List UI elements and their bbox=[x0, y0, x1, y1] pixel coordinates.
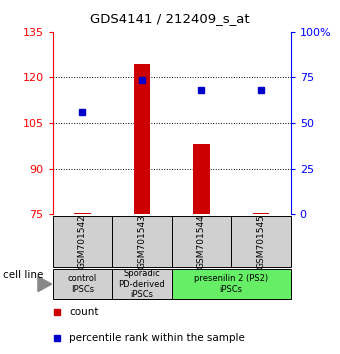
Bar bbox=[134, 64, 150, 214]
Text: GSM701542: GSM701542 bbox=[78, 214, 87, 269]
Text: count: count bbox=[69, 307, 99, 317]
Text: GDS4141 / 212409_s_at: GDS4141 / 212409_s_at bbox=[90, 12, 250, 25]
Bar bbox=[172, 216, 231, 267]
Bar bbox=[112, 216, 172, 267]
Bar bbox=[74, 213, 91, 214]
Bar bbox=[193, 144, 210, 214]
Bar bbox=[231, 216, 291, 267]
Text: Sporadic
PD-derived
iPSCs: Sporadic PD-derived iPSCs bbox=[119, 269, 165, 299]
Text: control
IPSCs: control IPSCs bbox=[68, 274, 97, 294]
Bar bbox=[172, 269, 291, 299]
Text: GSM701543: GSM701543 bbox=[137, 214, 147, 269]
Text: presenilin 2 (PS2)
iPSCs: presenilin 2 (PS2) iPSCs bbox=[194, 274, 268, 294]
Bar bbox=[112, 269, 172, 299]
Text: percentile rank within the sample: percentile rank within the sample bbox=[69, 333, 245, 343]
Bar bbox=[253, 213, 269, 214]
Text: cell line: cell line bbox=[3, 270, 44, 280]
Text: GSM701545: GSM701545 bbox=[256, 214, 266, 269]
Bar bbox=[53, 269, 112, 299]
Polygon shape bbox=[38, 276, 52, 292]
Text: GSM701544: GSM701544 bbox=[197, 214, 206, 269]
Bar bbox=[53, 216, 112, 267]
